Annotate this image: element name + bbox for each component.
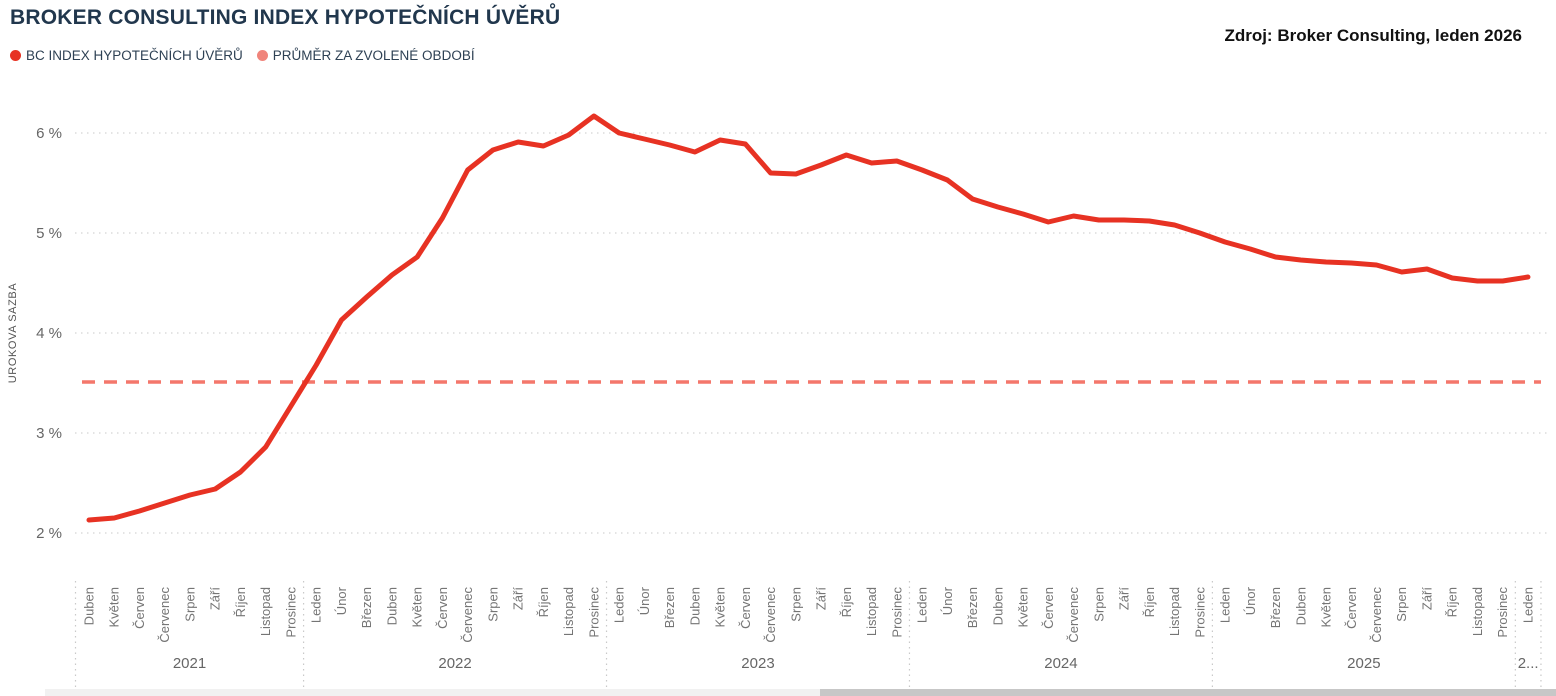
x-month-label: Květen — [713, 587, 728, 627]
x-month-label: Říjen — [233, 587, 248, 617]
x-month-label: Září — [1117, 587, 1132, 611]
horizontal-scrollbar-track[interactable] — [45, 689, 1556, 696]
x-year-label: 2021 — [173, 655, 206, 672]
x-month-label: Březen — [1268, 587, 1283, 628]
x-month-label: Listopad — [1167, 587, 1182, 636]
legend-item-label: PRŮMĚR ZA ZVOLENÉ OBDOBÍ — [272, 48, 475, 63]
legend-item-average[interactable]: PRŮMĚR ZA ZVOLENÉ OBDOBÍ — [256, 48, 475, 63]
x-month-label: Prosinec — [1495, 587, 1510, 638]
x-month-label: Leden — [915, 587, 930, 623]
x-month-label: Červenec — [460, 587, 475, 643]
x-year-label: 2022 — [438, 655, 471, 672]
x-month-label: Duben — [990, 587, 1005, 625]
x-month-label: Červen — [435, 587, 450, 629]
y-tick-label: 2 % — [36, 525, 62, 542]
x-month-label: Září — [208, 587, 223, 611]
y-tick-label: 6 % — [36, 125, 62, 142]
x-month-label: Březen — [359, 587, 374, 628]
x-month-label: Duben — [82, 587, 97, 625]
legend-dot-icon — [256, 50, 268, 61]
x-month-label: Duben — [1293, 587, 1308, 625]
x-year-label: 2024 — [1044, 655, 1077, 672]
x-month-label: Červenec — [1066, 587, 1081, 643]
y-tick-label: 4 % — [36, 325, 62, 342]
source-caption: Zdroj: Broker Consulting, leden 2026 — [1224, 26, 1522, 45]
x-month-label: Květen — [410, 587, 425, 627]
x-month-label: Červenec — [763, 587, 778, 643]
x-month-label: Březen — [662, 587, 677, 628]
x-month-label: Říjen — [536, 587, 551, 617]
x-month-label: Březen — [965, 587, 980, 628]
x-month-label: Září — [814, 587, 829, 611]
x-month-label: Květen — [1319, 587, 1334, 627]
x-month-label: Červen — [132, 587, 147, 629]
x-month-label: Září — [511, 587, 526, 611]
x-month-label: Říjen — [1142, 587, 1157, 617]
x-month-label: Duben — [687, 587, 702, 625]
x-month-label: Červen — [1344, 587, 1359, 629]
page-title: BROKER CONSULTING INDEX HYPOTEČNÍCH ÚVĚR… — [10, 6, 561, 29]
x-month-label: Listopad — [561, 587, 576, 636]
x-month-label: Srpen — [1394, 587, 1409, 622]
horizontal-scrollbar-thumb[interactable] — [820, 689, 1556, 696]
x-month-label: Srpen — [788, 587, 803, 622]
chart-legend: BC INDEX HYPOTEČNÍCH ÚVĚRŮ PRŮMĚR ZA ZVO… — [10, 48, 475, 63]
x-month-label: Prosinec — [283, 587, 298, 638]
x-month-label: Prosinec — [889, 587, 904, 638]
y-tick-label: 3 % — [36, 425, 62, 442]
x-month-label: Prosinec — [1192, 587, 1207, 638]
x-month-label: Leden — [1520, 587, 1535, 623]
x-month-label: Červen — [1041, 587, 1056, 629]
x-month-label: Říjen — [1445, 587, 1460, 617]
x-month-label: Listopad — [864, 587, 879, 636]
x-month-label: Srpen — [485, 587, 500, 622]
x-month-label: Červen — [738, 587, 753, 629]
x-month-label: Srpen — [1091, 587, 1106, 622]
y-tick-label: 5 % — [36, 225, 62, 242]
x-month-label: Červenec — [1369, 587, 1384, 643]
x-month-label: Leden — [1218, 587, 1233, 623]
index-line — [86, 113, 1531, 523]
y-axis-title: UROKOVA SAZBA — [7, 283, 19, 384]
x-month-label: Květen — [107, 587, 122, 627]
x-month-label: Září — [1419, 587, 1434, 611]
x-year-label: 2... — [1518, 655, 1539, 672]
x-month-label: Leden — [309, 587, 324, 623]
x-month-label: Říjen — [839, 587, 854, 617]
x-year-label: 2023 — [741, 655, 774, 672]
x-month-label: Srpen — [182, 587, 197, 622]
x-month-label: Únor — [637, 586, 652, 615]
legend-item-label: BC INDEX HYPOTEČNÍCH ÚVĚRŮ — [26, 48, 243, 63]
x-month-label: Duben — [384, 587, 399, 625]
x-month-label: Červenec — [157, 587, 172, 643]
x-month-label: Květen — [1016, 587, 1031, 627]
x-month-label: Únor — [1243, 586, 1258, 615]
x-month-label: Listopad — [258, 587, 273, 636]
legend-item-bc-index[interactable]: BC INDEX HYPOTEČNÍCH ÚVĚRŮ — [10, 48, 243, 63]
x-month-label: Únor — [334, 586, 349, 615]
x-month-label: Listopad — [1470, 587, 1485, 636]
x-month-label: Prosinec — [586, 587, 601, 638]
x-year-label: 2025 — [1347, 655, 1380, 672]
x-month-label: Únor — [940, 586, 955, 615]
x-month-label: Leden — [612, 587, 627, 623]
legend-dot-icon — [10, 50, 21, 61]
